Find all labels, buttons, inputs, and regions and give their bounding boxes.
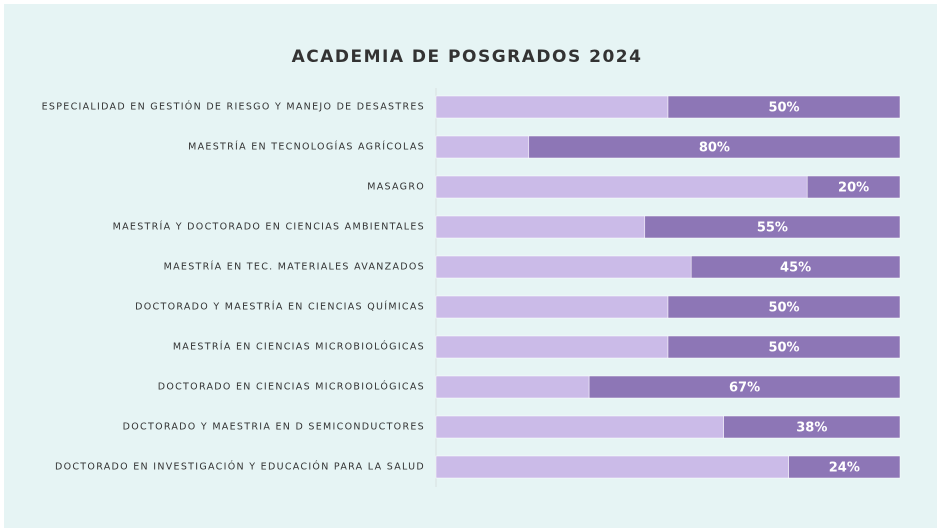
- category-label: DOCTORADO EN INVESTIGACIÓN Y EDUCACIÓN P…: [55, 461, 425, 473]
- bar-segment: [667, 295, 901, 319]
- value-label: 38%: [796, 421, 827, 436]
- category-label: ESPECIALIDAD EN GESTIÓN DE RIESGO Y MANE…: [42, 101, 425, 113]
- category-label: MAESTRÍA EN TEC. MATERIALES AVANZADOS: [164, 261, 425, 273]
- bar-segment: [435, 295, 669, 319]
- chart-title: ACADEMIA DE POSGRADOS 2024: [292, 47, 643, 67]
- bar-segment: [435, 335, 669, 359]
- bar-segment: [788, 455, 901, 479]
- value-label: 50%: [768, 301, 799, 316]
- value-label: 20%: [838, 181, 869, 196]
- bar-segment: [435, 95, 669, 119]
- category-label: DOCTORADO Y MAESTRIA EN D SEMICONDUCTORE…: [123, 422, 425, 433]
- category-label: MASAGRO: [367, 182, 425, 193]
- bar-segment: [435, 135, 530, 159]
- bar-segment: [435, 455, 789, 479]
- value-label: 50%: [768, 101, 799, 116]
- category-label: MAESTRÍA EN CIENCIAS MICROBIOLÓGICAS: [173, 341, 425, 353]
- bar-segment: [435, 215, 646, 239]
- bar-segment: [435, 175, 808, 199]
- bar-segment: [435, 255, 692, 279]
- value-label: 55%: [757, 221, 788, 236]
- bar-segment: [435, 415, 724, 439]
- bar-segment: [435, 375, 590, 399]
- bar-segment: [723, 415, 901, 439]
- bar-segment: [528, 135, 901, 159]
- value-label: 80%: [699, 141, 730, 156]
- value-label: 50%: [768, 341, 799, 356]
- category-label: MAESTRÍA EN TECNOLOGÍAS AGRÍCOLAS: [188, 141, 425, 153]
- bar-segment: [667, 335, 901, 359]
- category-label: DOCTORADO EN CIENCIAS MICROBIOLÓGICAS: [158, 381, 425, 393]
- category-label: DOCTORADO Y MAESTRÍA EN CIENCIAS QUÍMICA…: [135, 301, 425, 313]
- value-label: 67%: [729, 381, 760, 396]
- category-label: MAESTRÍA Y DOCTORADO EN CIENCIAS AMBIENT…: [113, 221, 425, 233]
- bar-segment: [588, 375, 901, 399]
- bar-segment: [667, 95, 901, 119]
- bar-segment: [806, 175, 901, 199]
- bar-segment: [690, 255, 901, 279]
- bar-segment: [644, 215, 901, 239]
- value-label: 45%: [780, 261, 811, 276]
- value-label: 24%: [829, 461, 860, 476]
